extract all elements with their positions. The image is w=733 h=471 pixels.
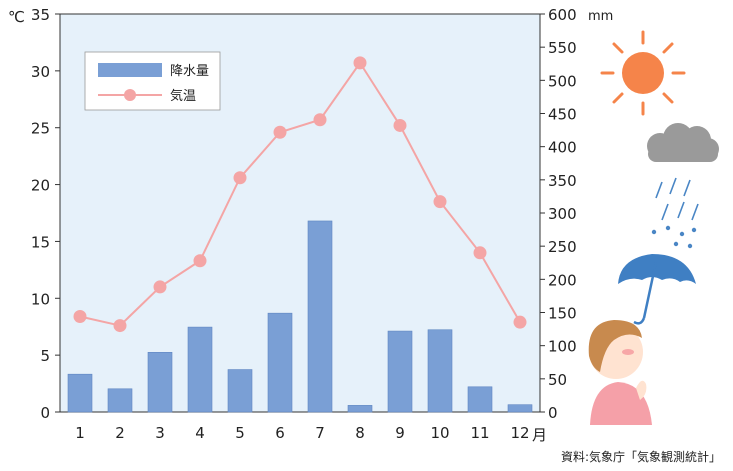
precipitation-bar-3	[147, 351, 173, 413]
temperature-point-1	[73, 309, 87, 323]
right-tick-label: 400	[548, 139, 577, 157]
temperature-line-layer	[73, 56, 527, 333]
cloud-icon	[647, 123, 719, 162]
left-tick-label: 30	[31, 63, 50, 81]
precipitation-bar-5	[227, 369, 253, 413]
left-tick-label: 15	[31, 233, 50, 251]
x-tick-label: 2	[115, 424, 125, 442]
x-tick-label: 12	[510, 424, 529, 442]
precipitation-bar-6	[267, 312, 293, 413]
left-tick-label: 10	[31, 290, 50, 308]
x-tick-label: 11	[470, 424, 489, 442]
temperature-point-4	[193, 254, 207, 268]
legend-precipitation-label: 降水量	[170, 64, 209, 79]
temperature-point-7	[313, 113, 327, 127]
right-unit-label: mm	[588, 9, 613, 24]
temperature-point-12	[513, 315, 527, 329]
left-tick-label: 5	[40, 347, 50, 365]
temperature-point-10	[433, 195, 447, 209]
left-y-axis: 0 5 10 15 20 25 30 35	[31, 6, 60, 422]
x-tick-label: 4	[195, 424, 205, 442]
rain-icon	[651, 177, 699, 249]
temperature-point-9	[393, 118, 407, 132]
right-y-axis: 0 50 100 150 200 250 300 350 400 450 500 550 600	[540, 6, 577, 422]
right-tick-label: 550	[548, 39, 577, 57]
person-illustration	[588, 320, 652, 425]
legend-marker-swatch	[124, 89, 136, 101]
x-tick-label: 7	[315, 424, 325, 442]
precipitation-bar-2	[107, 388, 133, 413]
legend-box	[84, 51, 221, 111]
right-tick-label: 100	[548, 338, 577, 356]
left-tick-label: 20	[31, 177, 50, 195]
precipitation-bar-4	[187, 326, 213, 413]
legend: 降水量 気温	[84, 51, 221, 111]
x-tick-label: 8	[355, 424, 365, 442]
x-tick-label: 9	[395, 424, 405, 442]
right-tick-label: 500	[548, 72, 577, 90]
right-tick-label: 200	[548, 271, 577, 289]
temperature-point-8	[353, 56, 367, 70]
precipitation-bar-9	[387, 330, 413, 413]
right-tick-label: 50	[548, 371, 567, 389]
temperature-point-2	[113, 319, 127, 333]
temperature-point-3	[153, 280, 167, 294]
right-tick-label: 250	[548, 238, 577, 256]
precipitation-bar-11	[467, 386, 493, 413]
legend-temperature-label: 気温	[170, 88, 196, 104]
data-source-note: 資料:気象庁「気象観測統計」	[560, 450, 721, 464]
temperature-point-11	[473, 246, 487, 260]
precipitation-bar-10	[427, 329, 453, 413]
x-tick-label: 6	[275, 424, 285, 442]
precipitation-bar-7	[307, 220, 333, 413]
umbrella-icon	[618, 254, 696, 325]
right-tick-label: 300	[548, 205, 577, 223]
x-tick-label: 5	[235, 424, 245, 442]
precipitation-bars	[67, 220, 533, 413]
temperature-line	[79, 61, 521, 327]
temperature-point-5	[233, 171, 247, 185]
temperature-point-6	[273, 125, 287, 139]
left-tick-label: 25	[31, 120, 50, 138]
right-tick-label: 450	[548, 106, 577, 124]
left-unit-label: ℃	[8, 8, 25, 26]
x-unit-label: 月	[532, 426, 547, 444]
right-tick-label: 150	[548, 305, 577, 323]
left-tick-label: 35	[31, 6, 50, 24]
right-tick-label: 350	[548, 172, 577, 190]
right-tick-label: 600	[548, 6, 577, 24]
x-tick-label: 10	[430, 424, 449, 442]
x-tick-label: 3	[155, 424, 165, 442]
sun-icon	[600, 30, 686, 116]
x-tick-label: 1	[75, 424, 85, 442]
precipitation-bar-8	[347, 405, 373, 413]
left-tick-label: 0	[40, 404, 50, 422]
right-tick-label: 0	[548, 404, 558, 422]
precipitation-bar-1	[67, 373, 93, 413]
x-axis: 1 2 3 4 5 6 7 8 9 10 11 12	[75, 424, 529, 442]
legend-bar-swatch	[98, 63, 162, 77]
precipitation-bar-12	[507, 404, 533, 413]
